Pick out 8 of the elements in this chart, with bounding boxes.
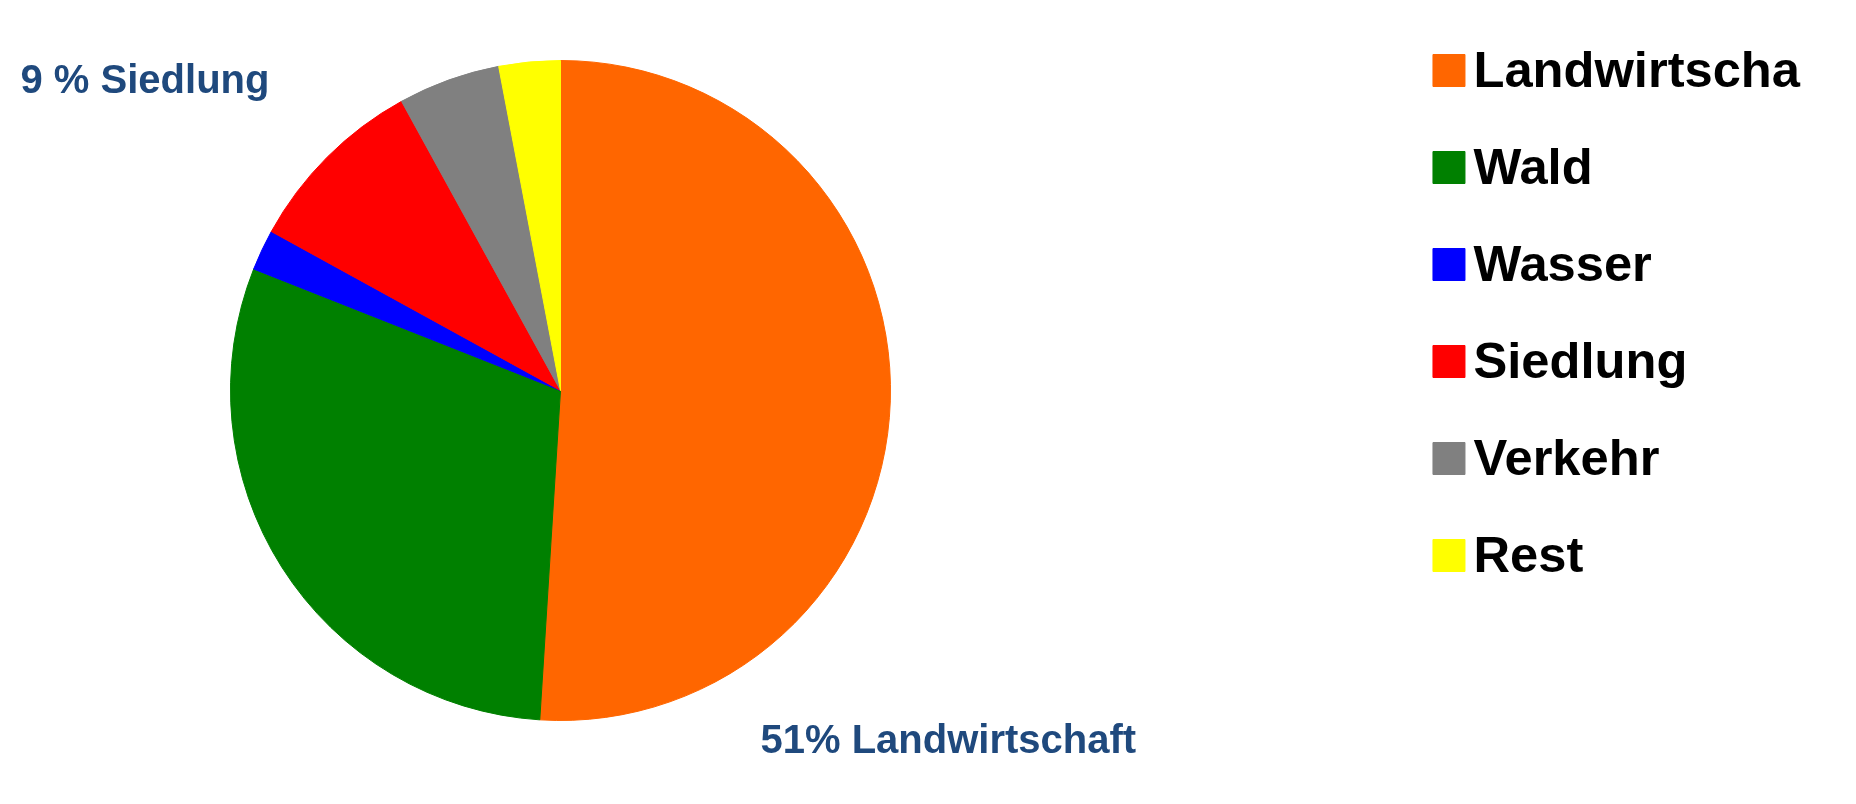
text: 9 % Siedlung [20, 56, 270, 101]
text: 51% Landwirtschaft [760, 716, 1137, 761]
legend-label: Wasser [1473, 234, 1652, 293]
legend-label: Siedlung [1473, 331, 1688, 390]
legend-label: Rest [1473, 525, 1584, 584]
legend-label: Verkehr [1473, 428, 1660, 487]
legend-label: Landwirtscha [1473, 40, 1800, 99]
legend-label: Wald [1473, 137, 1593, 196]
